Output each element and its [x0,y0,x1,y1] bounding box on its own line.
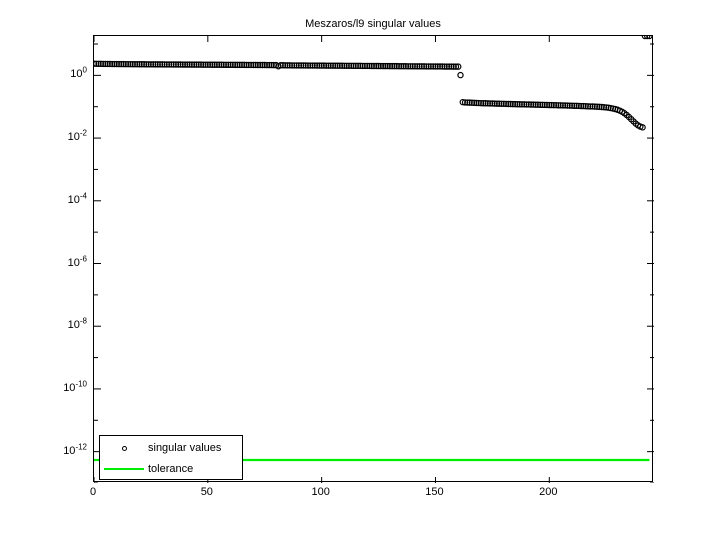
y-axis-tick-label: 10-10 [63,379,87,394]
legend-label-tolerance: tolerance [148,463,194,475]
y-axis-tick-label: 10-4 [67,191,87,206]
line-sample-icon [100,467,148,471]
circle-marker-icon [100,445,148,451]
y-axis-tick-label: 10-8 [67,316,87,332]
legend: singular values tolerance [99,435,243,480]
plot-axes [93,35,654,483]
legend-entry-tolerance: tolerance [100,458,242,480]
series-markers-0 [94,36,653,131]
x-axis-tick-label: 50 [200,486,213,498]
y-axis-tick-label: 10-2 [67,128,87,144]
x-axis-tick-label: 100 [311,486,330,498]
legend-label-singular-values: singular values [148,442,222,454]
y-axis-tick-label: 10-12 [63,441,87,457]
y-axis-tick-label: 10-6 [67,253,87,269]
page-title: Meszaros/l9 singular values [305,18,441,30]
plot-svg [94,36,654,483]
x-axis-tick-label: 150 [425,486,444,498]
y-axis-tick-label: 100 [70,65,87,81]
x-axis-tick-label: 200 [539,486,558,498]
legend-entry-singular-values: singular values [100,437,242,459]
x-axis-tick-label: 0 [89,486,97,498]
